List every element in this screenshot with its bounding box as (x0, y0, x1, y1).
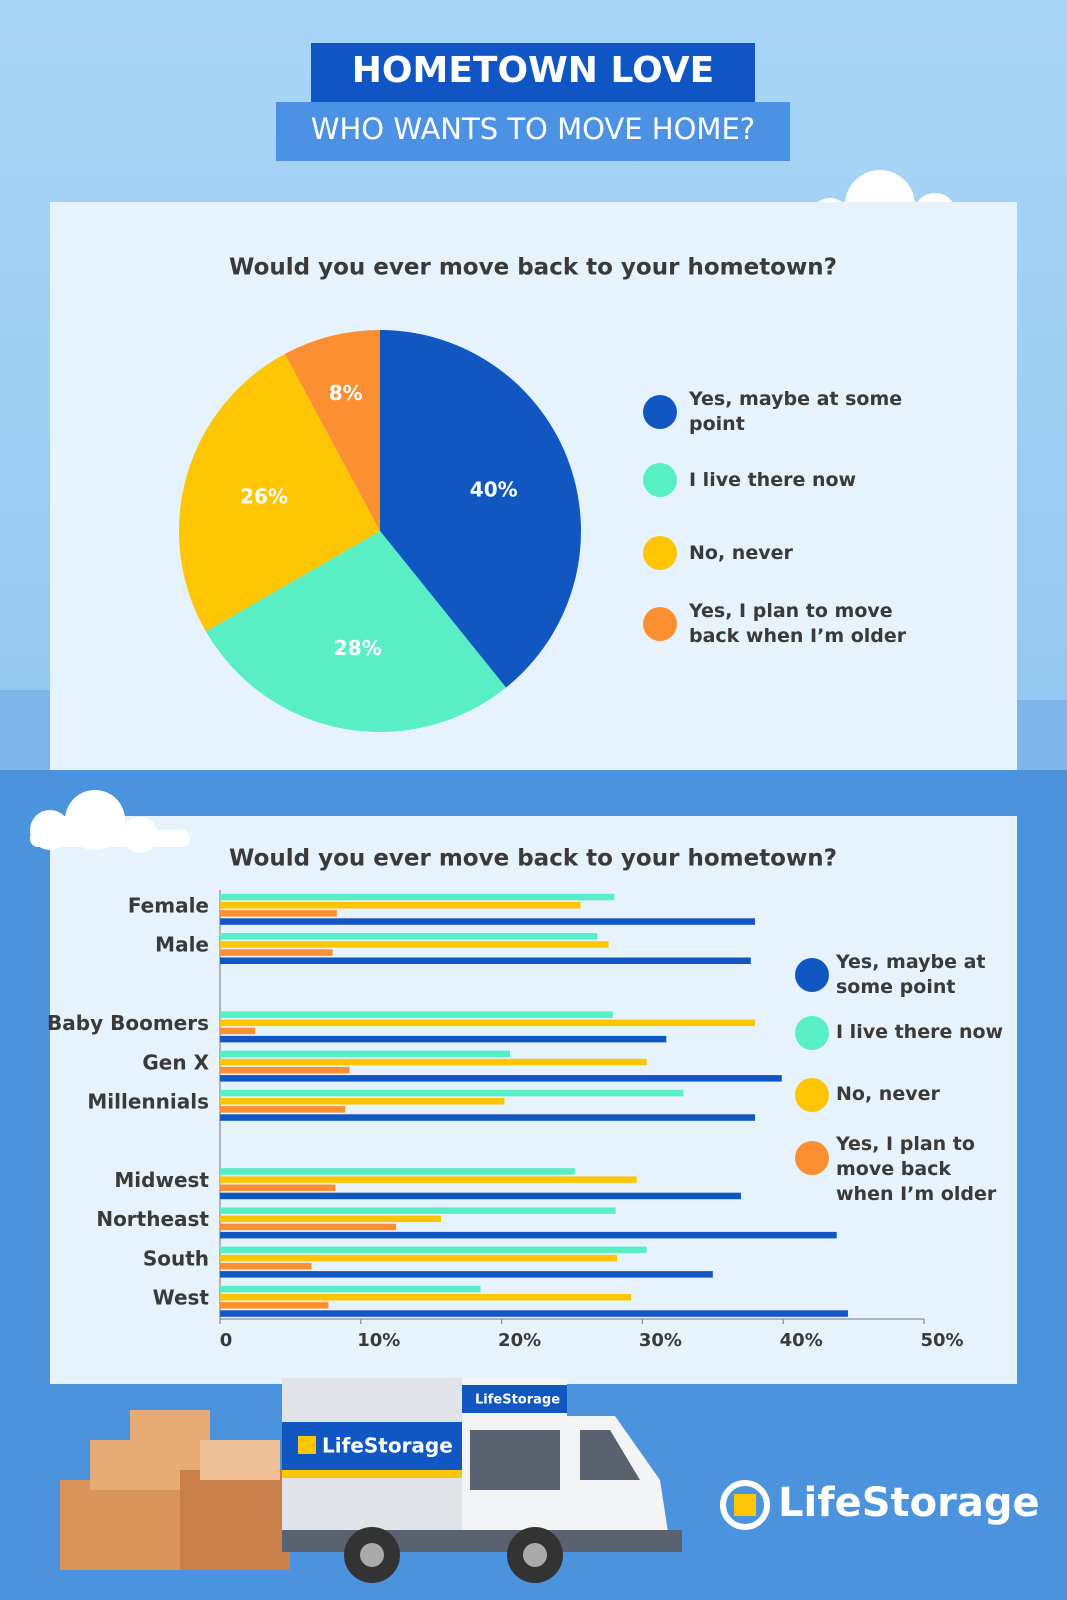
legend-label: Yes, I plan to move back when I’m older (836, 1133, 997, 1205)
truck: LifeStorage LifeStorage (282, 1378, 682, 1583)
bar (220, 1215, 442, 1223)
subtitle: WHO WANTS TO MOVE HOME? (311, 112, 755, 146)
boxes (60, 1410, 290, 1570)
data-label: 40% (470, 477, 518, 501)
legend-label: I live there now (836, 1021, 1004, 1043)
y-tick-label: Baby Boomers (47, 1011, 209, 1035)
bar (220, 1285, 481, 1293)
legend-label: Yes, I plan to move back when I’m older (689, 600, 907, 647)
subtitle-box (276, 102, 790, 161)
y-tick-label: Northeast (96, 1207, 209, 1231)
bar (220, 949, 333, 956)
legend-marker (795, 1016, 829, 1050)
y-tick-label: South (143, 1246, 209, 1270)
x-tick-label: 20% (498, 1330, 541, 1351)
bar (220, 957, 751, 964)
pie-slice (380, 330, 581, 688)
truck-brand: LifeStorage (475, 1393, 560, 1408)
bar (220, 933, 598, 940)
bar (220, 1231, 837, 1239)
bar (220, 1246, 647, 1254)
bar (220, 1050, 511, 1058)
bar (220, 1294, 632, 1301)
y-tick-label: Female (128, 894, 209, 918)
pie-slice (179, 353, 380, 632)
pie-slice (284, 330, 380, 531)
legend-marker (643, 463, 677, 497)
y-tick-label: Male (155, 933, 209, 957)
x-tick-label: 10% (357, 1330, 400, 1351)
panel (50, 816, 1017, 1384)
chart-title: Would you ever move back to your hometow… (229, 255, 837, 281)
x-tick-label: 30% (639, 1330, 682, 1351)
y-tick-label: West (153, 1286, 210, 1310)
legend-marker (795, 1078, 829, 1112)
pie-slice (205, 531, 507, 733)
chart-title: Would you ever move back to your hometow… (229, 846, 837, 872)
legend-label: Yes, maybe at some point (689, 388, 903, 435)
legend-marker (795, 1141, 829, 1175)
bar (220, 1254, 618, 1262)
bar (220, 910, 337, 917)
legend-label: No, never (836, 1083, 940, 1105)
data-label: 26% (240, 484, 288, 508)
data-label: 28% (334, 636, 382, 660)
legend-label: No, never (689, 542, 793, 564)
bar (220, 1027, 256, 1035)
title-box (311, 43, 755, 102)
bar (220, 1192, 741, 1200)
logo-icon (720, 1480, 770, 1530)
bar (220, 1176, 637, 1183)
bar (220, 1089, 684, 1097)
y-tick-label: Midwest (114, 1168, 209, 1192)
bar (220, 1019, 756, 1027)
bar (220, 1114, 756, 1121)
truck-brand: LifeStorage (322, 1434, 453, 1458)
x-tick-label: 0 (220, 1330, 233, 1351)
cloud (30, 790, 190, 853)
bar (220, 941, 609, 948)
legend-marker (643, 536, 677, 570)
bar (220, 1011, 613, 1018)
bar (220, 1106, 346, 1113)
bar (220, 1035, 667, 1043)
bar (220, 893, 615, 901)
bar (220, 1223, 396, 1231)
logo: LifeStorage (778, 1480, 1040, 1526)
title: HOMETOWN LOVE (352, 50, 714, 91)
bar (220, 1262, 312, 1270)
bar (220, 1271, 713, 1278)
bar (220, 1098, 505, 1105)
bar (220, 918, 756, 925)
bar (220, 1184, 336, 1191)
legend-label: Yes, maybe at some point (836, 951, 986, 998)
bar (220, 1207, 616, 1214)
bar (220, 1066, 350, 1074)
y-tick-label: Millennials (87, 1090, 209, 1114)
bar (220, 1310, 848, 1317)
x-tick-label: 40% (780, 1330, 823, 1351)
legend-label: I live there now (689, 469, 857, 491)
bar (220, 902, 581, 909)
y-tick-label: Gen X (142, 1050, 209, 1074)
legend-marker (643, 395, 677, 429)
legend-marker (795, 958, 829, 992)
bar (220, 1058, 647, 1066)
bar (220, 1075, 782, 1082)
bar (220, 1302, 329, 1309)
legend-marker (643, 607, 677, 641)
bar (220, 1168, 575, 1175)
logo-icon (734, 1494, 756, 1516)
x-tick-label: 50% (920, 1330, 963, 1351)
data-label: 8% (329, 381, 363, 405)
